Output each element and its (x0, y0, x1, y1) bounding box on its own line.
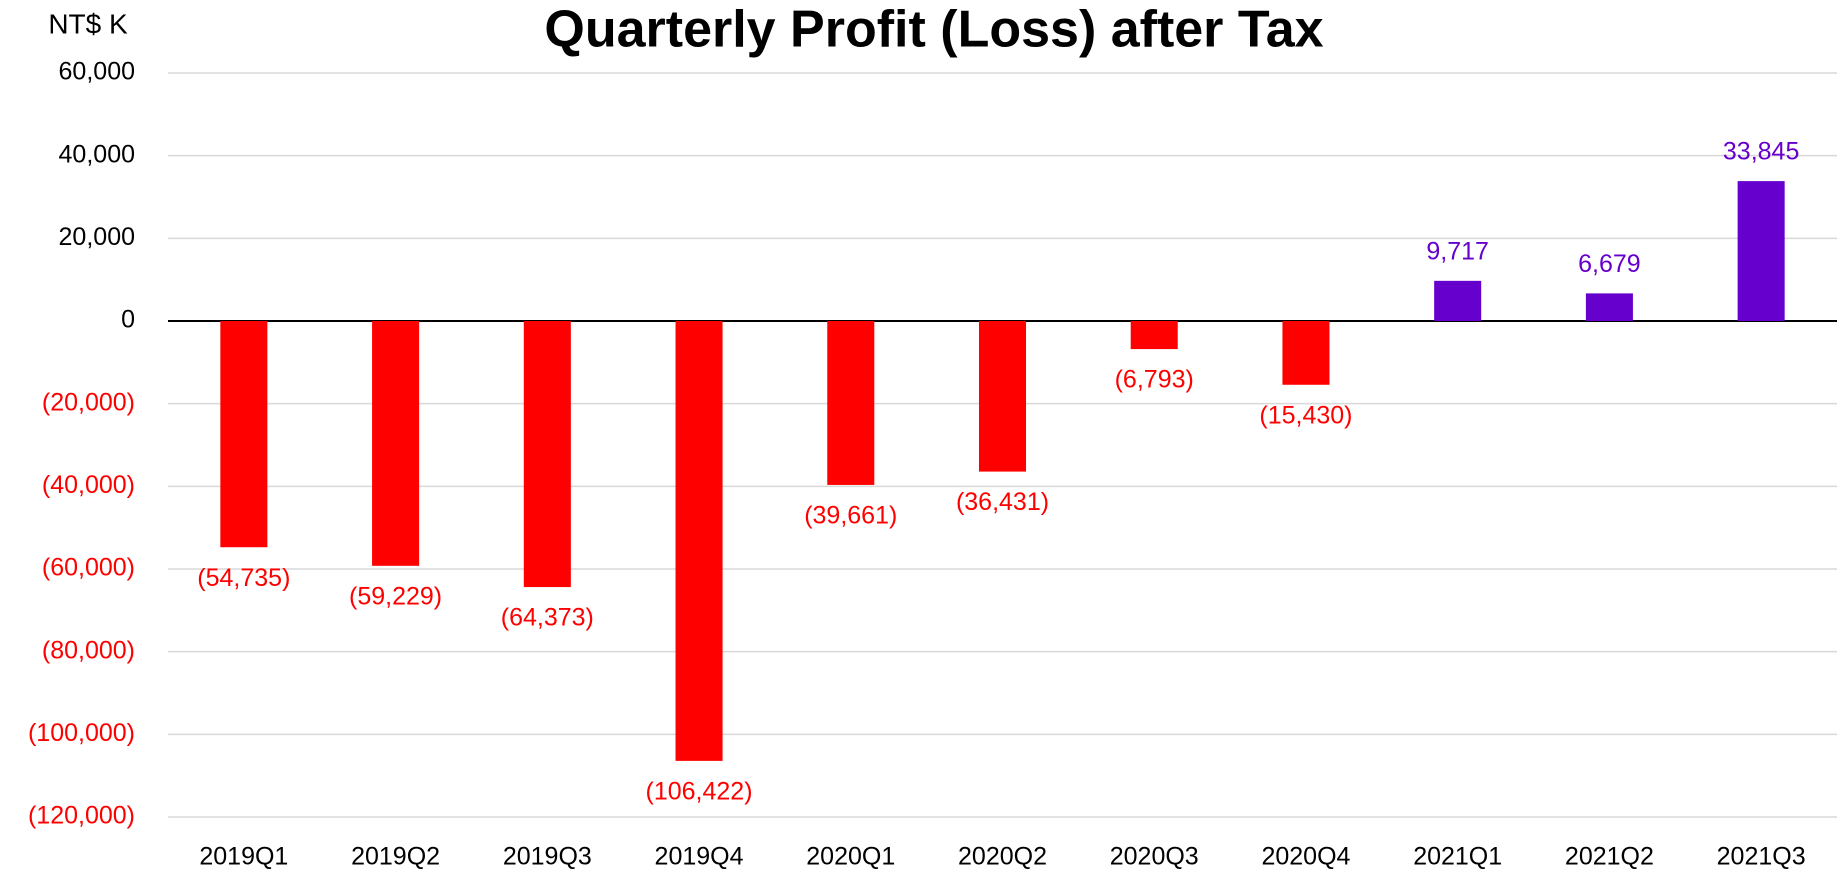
bar (1434, 280, 1482, 321)
bar (220, 321, 268, 548)
data-label: (106,422) (646, 777, 753, 805)
y-unit: NT$ K (48, 8, 128, 39)
data-label: 6,679 (1578, 250, 1641, 278)
data-label: (6,793) (1115, 366, 1194, 394)
bar (372, 321, 420, 566)
data-label: (36,431) (956, 488, 1049, 516)
bar (978, 321, 1027, 472)
y-tick-label: 0 (121, 306, 135, 334)
y-tick-label: (120,000) (28, 802, 135, 830)
y-tick-label: (80,000) (42, 636, 135, 664)
data-label: (15,430) (1259, 401, 1352, 429)
y-tick-label: (100,000) (28, 719, 135, 747)
bar (827, 321, 875, 485)
x-tick-label: 2020Q3 (1110, 843, 1199, 871)
bar (675, 321, 723, 761)
x-tick-label: 2020Q4 (1261, 843, 1350, 871)
x-tick-label: 2021Q1 (1413, 843, 1502, 871)
x-tick-label: 2020Q1 (806, 843, 895, 871)
data-label: (64,373) (501, 604, 594, 632)
y-tick-label: (20,000) (42, 388, 135, 416)
bar (1130, 321, 1178, 350)
y-tick-label: (40,000) (42, 471, 135, 499)
y-tick-label: 60,000 (59, 58, 135, 86)
x-tick-label: 2019Q4 (655, 843, 744, 871)
x-tick-label: 2019Q1 (199, 843, 288, 871)
data-label: (39,661) (804, 502, 897, 530)
y-tick-label: (60,000) (42, 554, 135, 582)
data-label: (54,735) (197, 564, 290, 592)
x-tick-label: 2021Q2 (1565, 843, 1654, 871)
bar (523, 321, 571, 588)
data-label: 33,845 (1723, 138, 1799, 166)
x-tick-label: 2019Q3 (503, 843, 592, 871)
chart-title: Quarterly Profit (Loss) after Tax (544, 1, 1323, 59)
bar (1585, 293, 1633, 321)
data-label: 9,717 (1426, 237, 1489, 265)
x-tick-label: 2021Q3 (1717, 843, 1806, 871)
x-tick-label: 2019Q2 (351, 843, 440, 871)
bar (1282, 321, 1330, 385)
y-tick-label: 40,000 (59, 140, 135, 168)
x-tick-label: 2020Q2 (958, 843, 1047, 871)
data-label: (59,229) (349, 582, 442, 610)
bar (1737, 181, 1785, 321)
y-tick-label: 20,000 (59, 223, 135, 251)
